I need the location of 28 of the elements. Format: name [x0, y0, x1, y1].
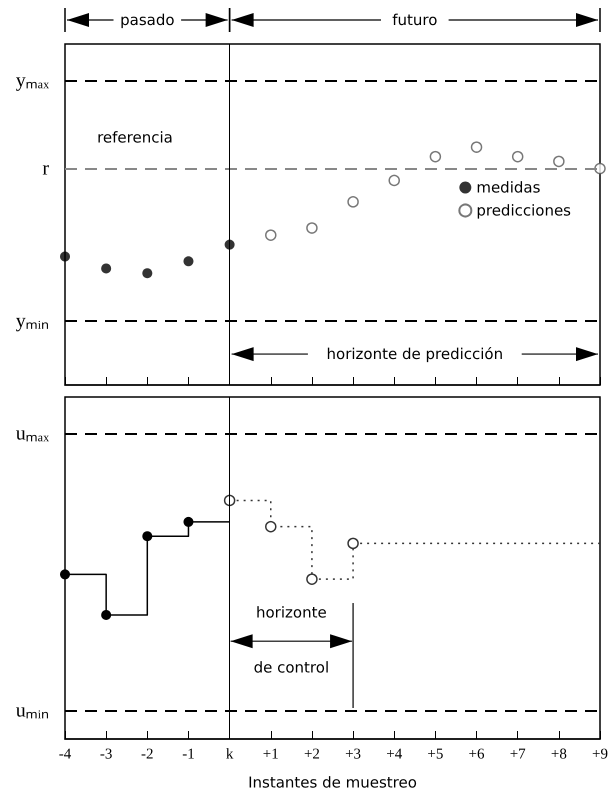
- x-tick-label: +5: [427, 746, 444, 762]
- ref-line-label: r: [42, 158, 50, 180]
- legend-label: predicciones: [476, 202, 572, 220]
- x-tick-label: +3: [345, 746, 362, 762]
- annotation: de control: [254, 658, 330, 676]
- annotation: horizonte: [256, 604, 327, 622]
- x-tick-label: +1: [262, 746, 279, 762]
- x-tick-label: -3: [100, 746, 112, 762]
- annotation: horizonte de predicción: [326, 345, 504, 364]
- ref-line-label: yₘₐₓ: [16, 70, 50, 92]
- text: referencia: [97, 128, 173, 147]
- text: pasado: [120, 11, 175, 29]
- x-tick-label: +2: [304, 746, 320, 762]
- ref-line-label: uₘᵢₙ: [16, 699, 49, 722]
- text: futuro: [392, 11, 438, 29]
- x-axis-title: Instantes de muestreo: [248, 774, 417, 792]
- x-tick-label: +6: [468, 746, 486, 762]
- ref-line-label: yₘᵢₙ: [16, 310, 49, 332]
- x-tick-label: -1: [182, 746, 195, 762]
- x-tick-label: -2: [141, 746, 154, 762]
- x-tick-label: +4: [386, 746, 403, 762]
- x-tick-label: -4: [58, 746, 72, 762]
- x-tick-label: k: [226, 746, 234, 762]
- x-tick-label: +7: [510, 746, 526, 762]
- legend-label: medidas: [476, 178, 541, 196]
- x-tick-label: +8: [550, 746, 567, 762]
- ref-line-label: uₘₐₓ: [16, 422, 50, 445]
- x-tick-label: +9: [592, 746, 608, 762]
